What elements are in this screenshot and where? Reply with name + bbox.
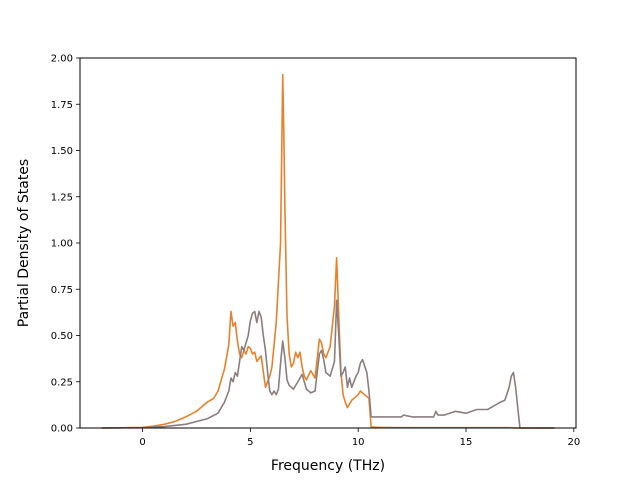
y-tick-label: 1.25 (51, 192, 73, 203)
y-tick-label: 1.00 (51, 239, 73, 250)
series-line-2 (101, 299, 555, 429)
y-tick-label: 1.50 (51, 146, 73, 157)
x-tick-label: 20 (567, 437, 580, 448)
series-line-1 (101, 73, 555, 429)
x-axis-ticks: 0 5 10 15 20 (139, 428, 580, 448)
x-axis-label: Frequency (THz) (271, 458, 385, 474)
x-tick-label: 10 (352, 437, 365, 448)
x-tick-label: 5 (247, 437, 253, 448)
series-layer (101, 73, 555, 429)
y-tick-label: 2.00 (51, 54, 73, 65)
plot-frame (79, 57, 577, 429)
y-axis-ticks: 0.00 0.25 0.50 0.75 1.00 1.25 1.50 1.75 2.00 (51, 54, 80, 435)
y-tick-label: 0.25 (51, 377, 73, 388)
y-tick-label: 0.00 (51, 424, 73, 435)
y-axis-label: Partial Density of States (16, 159, 32, 327)
x-tick-label: 0 (139, 437, 145, 448)
y-tick-label: 0.50 (51, 331, 73, 342)
y-tick-label: 0.75 (51, 285, 73, 296)
x-tick-label: 15 (460, 437, 473, 448)
y-tick-label: 1.75 (51, 100, 73, 111)
